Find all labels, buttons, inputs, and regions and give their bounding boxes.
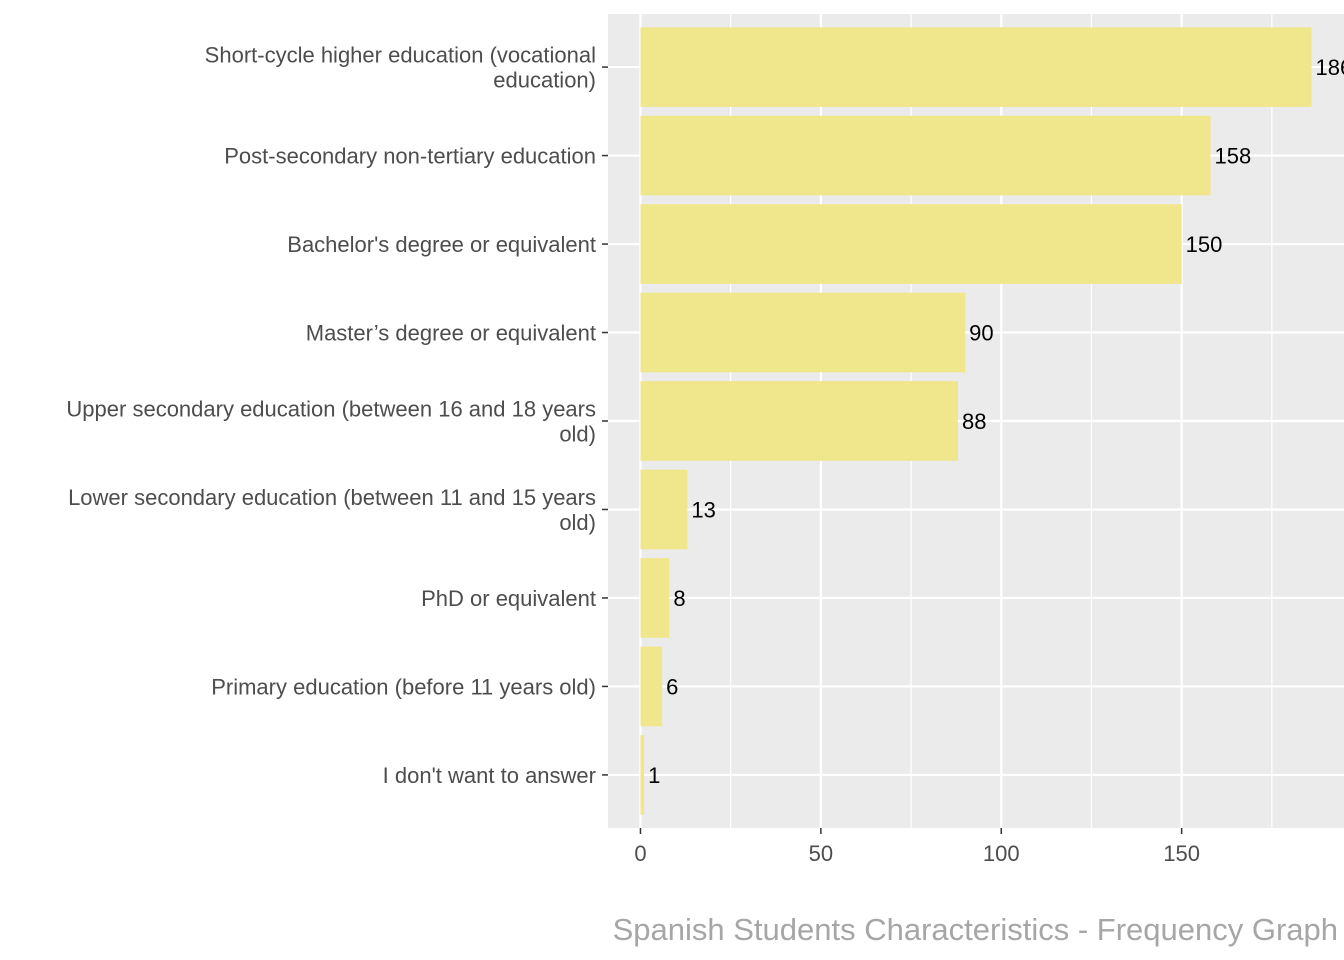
data-label: 158 bbox=[1215, 144, 1252, 169]
data-label: 88 bbox=[962, 409, 986, 434]
data-label: 186 bbox=[1316, 55, 1344, 80]
data-label: 6 bbox=[666, 674, 678, 699]
bar bbox=[640, 204, 1182, 284]
x-tick-label: 150 bbox=[1163, 841, 1200, 866]
y-tick-label: PhD or equivalent bbox=[421, 586, 596, 611]
data-label: 150 bbox=[1186, 232, 1223, 257]
bar bbox=[640, 558, 670, 638]
y-tick-label: Post-secondary non-tertiary education bbox=[224, 144, 596, 169]
y-tick-label: Lower secondary education (between 11 an… bbox=[68, 485, 596, 535]
data-label: 90 bbox=[969, 321, 993, 346]
data-label: 1 bbox=[648, 763, 660, 788]
y-tick-label: Master’s degree or equivalent bbox=[306, 321, 596, 346]
bars bbox=[640, 27, 1312, 815]
bar bbox=[640, 646, 663, 727]
bar bbox=[640, 115, 1211, 196]
data-label: 8 bbox=[673, 586, 685, 611]
y-tick-label: Primary education (before 11 years old) bbox=[211, 674, 596, 699]
data-label: 13 bbox=[691, 497, 715, 522]
x-tick-label: 50 bbox=[809, 841, 833, 866]
x-tick-label: 0 bbox=[634, 841, 646, 866]
y-tick-label: Bachelor's degree or equivalent bbox=[287, 232, 596, 257]
chart-caption: Spanish Students Characteristics - Frequ… bbox=[613, 912, 1338, 947]
bar bbox=[640, 292, 966, 373]
bar bbox=[640, 27, 1312, 107]
y-axis: Short-cycle higher education (vocational… bbox=[66, 43, 608, 788]
bar bbox=[640, 735, 645, 815]
y-tick-label: Short-cycle higher education (vocational… bbox=[205, 43, 596, 93]
bar bbox=[640, 381, 958, 461]
bar bbox=[640, 469, 688, 550]
x-tick-label: 100 bbox=[983, 841, 1020, 866]
y-tick-label: I don't want to answer bbox=[383, 763, 596, 788]
y-tick-label: Upper secondary education (between 16 an… bbox=[66, 397, 596, 447]
x-axis: 0 50 100 150 bbox=[634, 828, 1200, 866]
data-labels: 186 158 150 90 88 13 8 6 1 bbox=[648, 55, 1344, 788]
